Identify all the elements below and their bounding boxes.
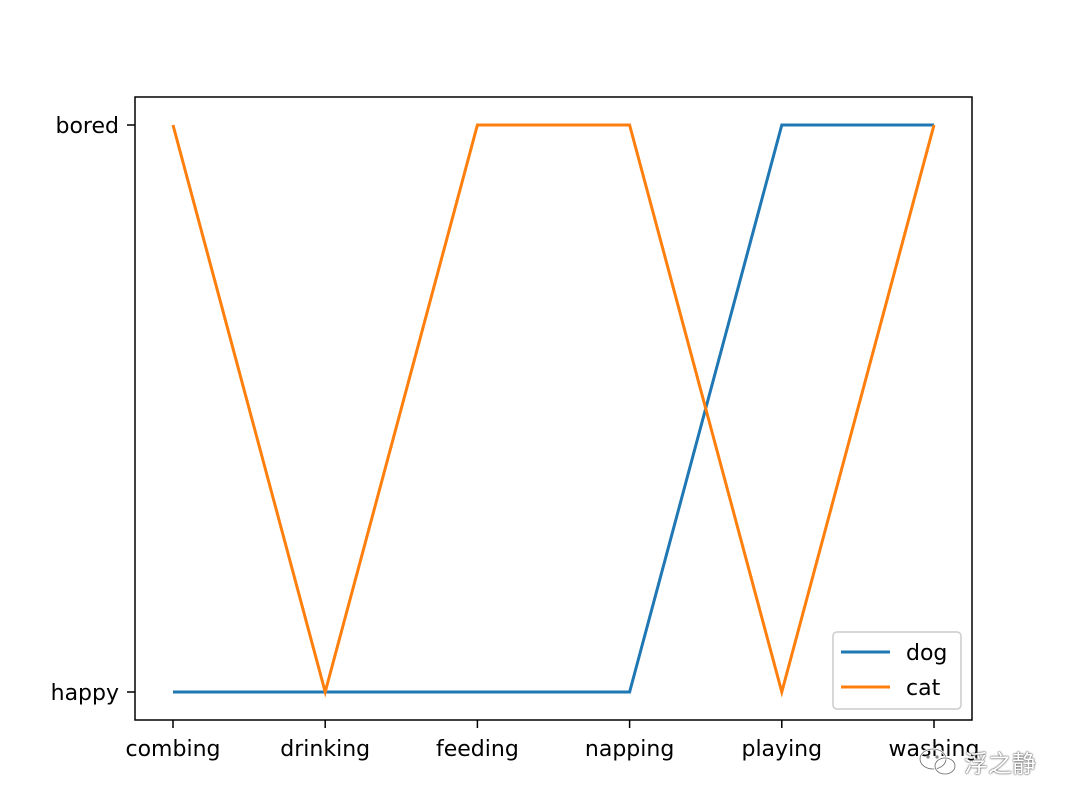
plot-frame — [134, 96, 973, 721]
y-axis: happy bored — [51, 114, 135, 706]
x-tick-label: feeding — [436, 737, 519, 762]
series-line-cat — [171, 123, 936, 698]
x-tick-label: napping — [585, 737, 674, 762]
series-line-dog — [173, 123, 934, 694]
wechat-icon — [918, 747, 957, 775]
legend: dog cat — [832, 631, 962, 710]
x-tick-label: drinking — [280, 737, 370, 762]
watermark: 浮之静 — [918, 744, 1036, 779]
series-layer — [171, 123, 936, 698]
legend-label-cat: cat — [906, 676, 941, 701]
x-axis: combing drinking feeding napping playing wash… — [126, 720, 979, 762]
plot-area — [134, 96, 973, 721]
y-tick-label: happy — [51, 681, 119, 706]
watermark-text: 浮之静 — [964, 750, 1036, 778]
x-tick-label: playing — [741, 737, 822, 762]
legend-label-dog: dog — [906, 641, 947, 666]
x-tick-label: combing — [126, 737, 221, 762]
y-tick-label: bored — [56, 114, 120, 139]
